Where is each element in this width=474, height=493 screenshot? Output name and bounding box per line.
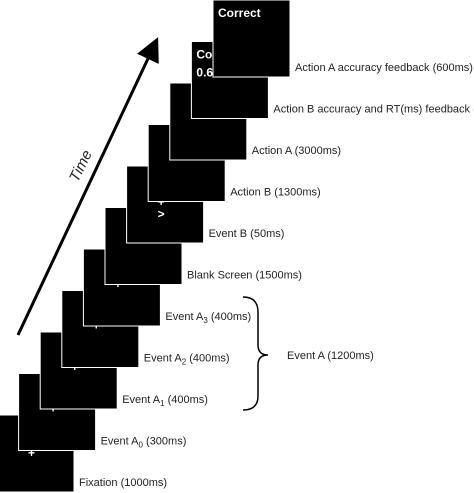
screen-label: Event A1 (400ms) <box>122 394 208 408</box>
label-sub: 3 <box>203 316 208 325</box>
screen-label: Event A0 (300ms) <box>101 436 187 450</box>
screen-symbol: + <box>28 446 35 460</box>
screen-label: Event A2 (400ms) <box>144 353 230 367</box>
screen-label: Blank Screen (1500ms) <box>187 270 302 282</box>
time-arrow <box>16 37 159 336</box>
bracket-label: Event A (1200ms) <box>287 350 374 362</box>
bracket <box>242 296 269 411</box>
label-main: Event A <box>122 394 161 406</box>
label-sub: 0 <box>139 441 144 450</box>
screen-label: Action A (3000ms) <box>252 145 341 157</box>
screen-label: Action A accuracy feedback (600ms) <box>295 62 473 74</box>
label-rest: (400ms) <box>165 394 208 406</box>
label-sub: 1 <box>160 399 165 408</box>
label-main: Event A <box>144 353 183 365</box>
label-rest: (300ms) <box>143 436 186 448</box>
label-main: Event A <box>101 436 140 448</box>
label-sub: 2 <box>182 358 187 367</box>
screen-symbol: > <box>158 207 165 221</box>
screen-text: Correct <box>218 6 261 20</box>
screen-label: Event B (50ms) <box>209 228 285 240</box>
label-main: Event A <box>165 311 204 323</box>
screen-label: Action B accuracy and RT(ms) feedback (6… <box>273 104 474 116</box>
label-rest: (400ms) <box>186 353 229 365</box>
screen-label: Action B (1300ms) <box>230 187 320 199</box>
label-rest: (400ms) <box>208 311 251 323</box>
screen-label: Event A3 (400ms) <box>165 311 251 325</box>
screen-label: Fixation (1000ms) <box>79 477 167 489</box>
screen <box>212 0 291 78</box>
